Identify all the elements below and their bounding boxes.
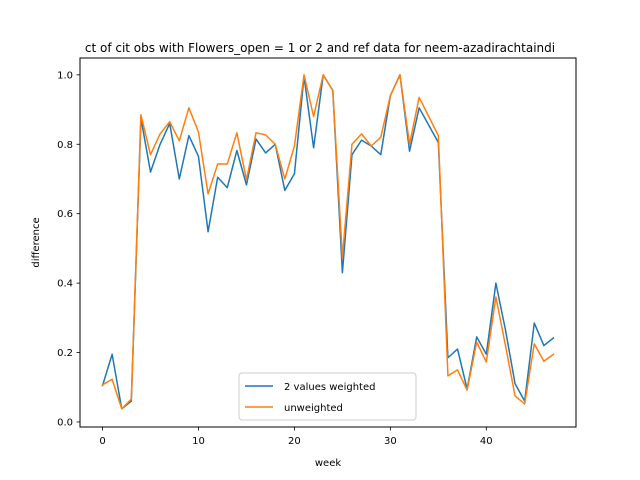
legend: 2 values weighted unweighted (238, 372, 417, 421)
y-tick-label: 0.8 (57, 140, 73, 151)
legend-box (238, 372, 417, 421)
x-axis: 0 10 20 30 40 (99, 427, 493, 447)
x-tick-label: 10 (192, 436, 205, 447)
y-tick-label: 0.6 (57, 209, 73, 220)
x-tick-label: 30 (384, 436, 397, 447)
plot-area (101, 74, 555, 410)
x-axis-label: week (315, 458, 341, 469)
y-tick-label: 0.2 (57, 348, 73, 359)
series-line-unweighted (101, 74, 555, 410)
y-tick-label: 1.0 (57, 70, 73, 81)
y-axis: 0.0 0.2 0.4 0.6 0.8 1.0 (57, 70, 80, 428)
x-tick-label: 40 (480, 436, 493, 447)
y-tick-label: 0.0 (57, 417, 73, 428)
x-tick-label: 20 (288, 436, 301, 447)
x-tick-label: 0 (99, 436, 105, 447)
y-tick-label: 0.4 (57, 279, 73, 290)
legend-label-unweighted: unweighted (284, 403, 343, 414)
legend-label-weighted: 2 values weighted (284, 382, 375, 393)
y-axis-label: difference (31, 217, 42, 267)
chart-title: ct of cit obs with Flowers_open = 1 or 2… (85, 41, 555, 55)
axes-frame (79, 57, 577, 428)
